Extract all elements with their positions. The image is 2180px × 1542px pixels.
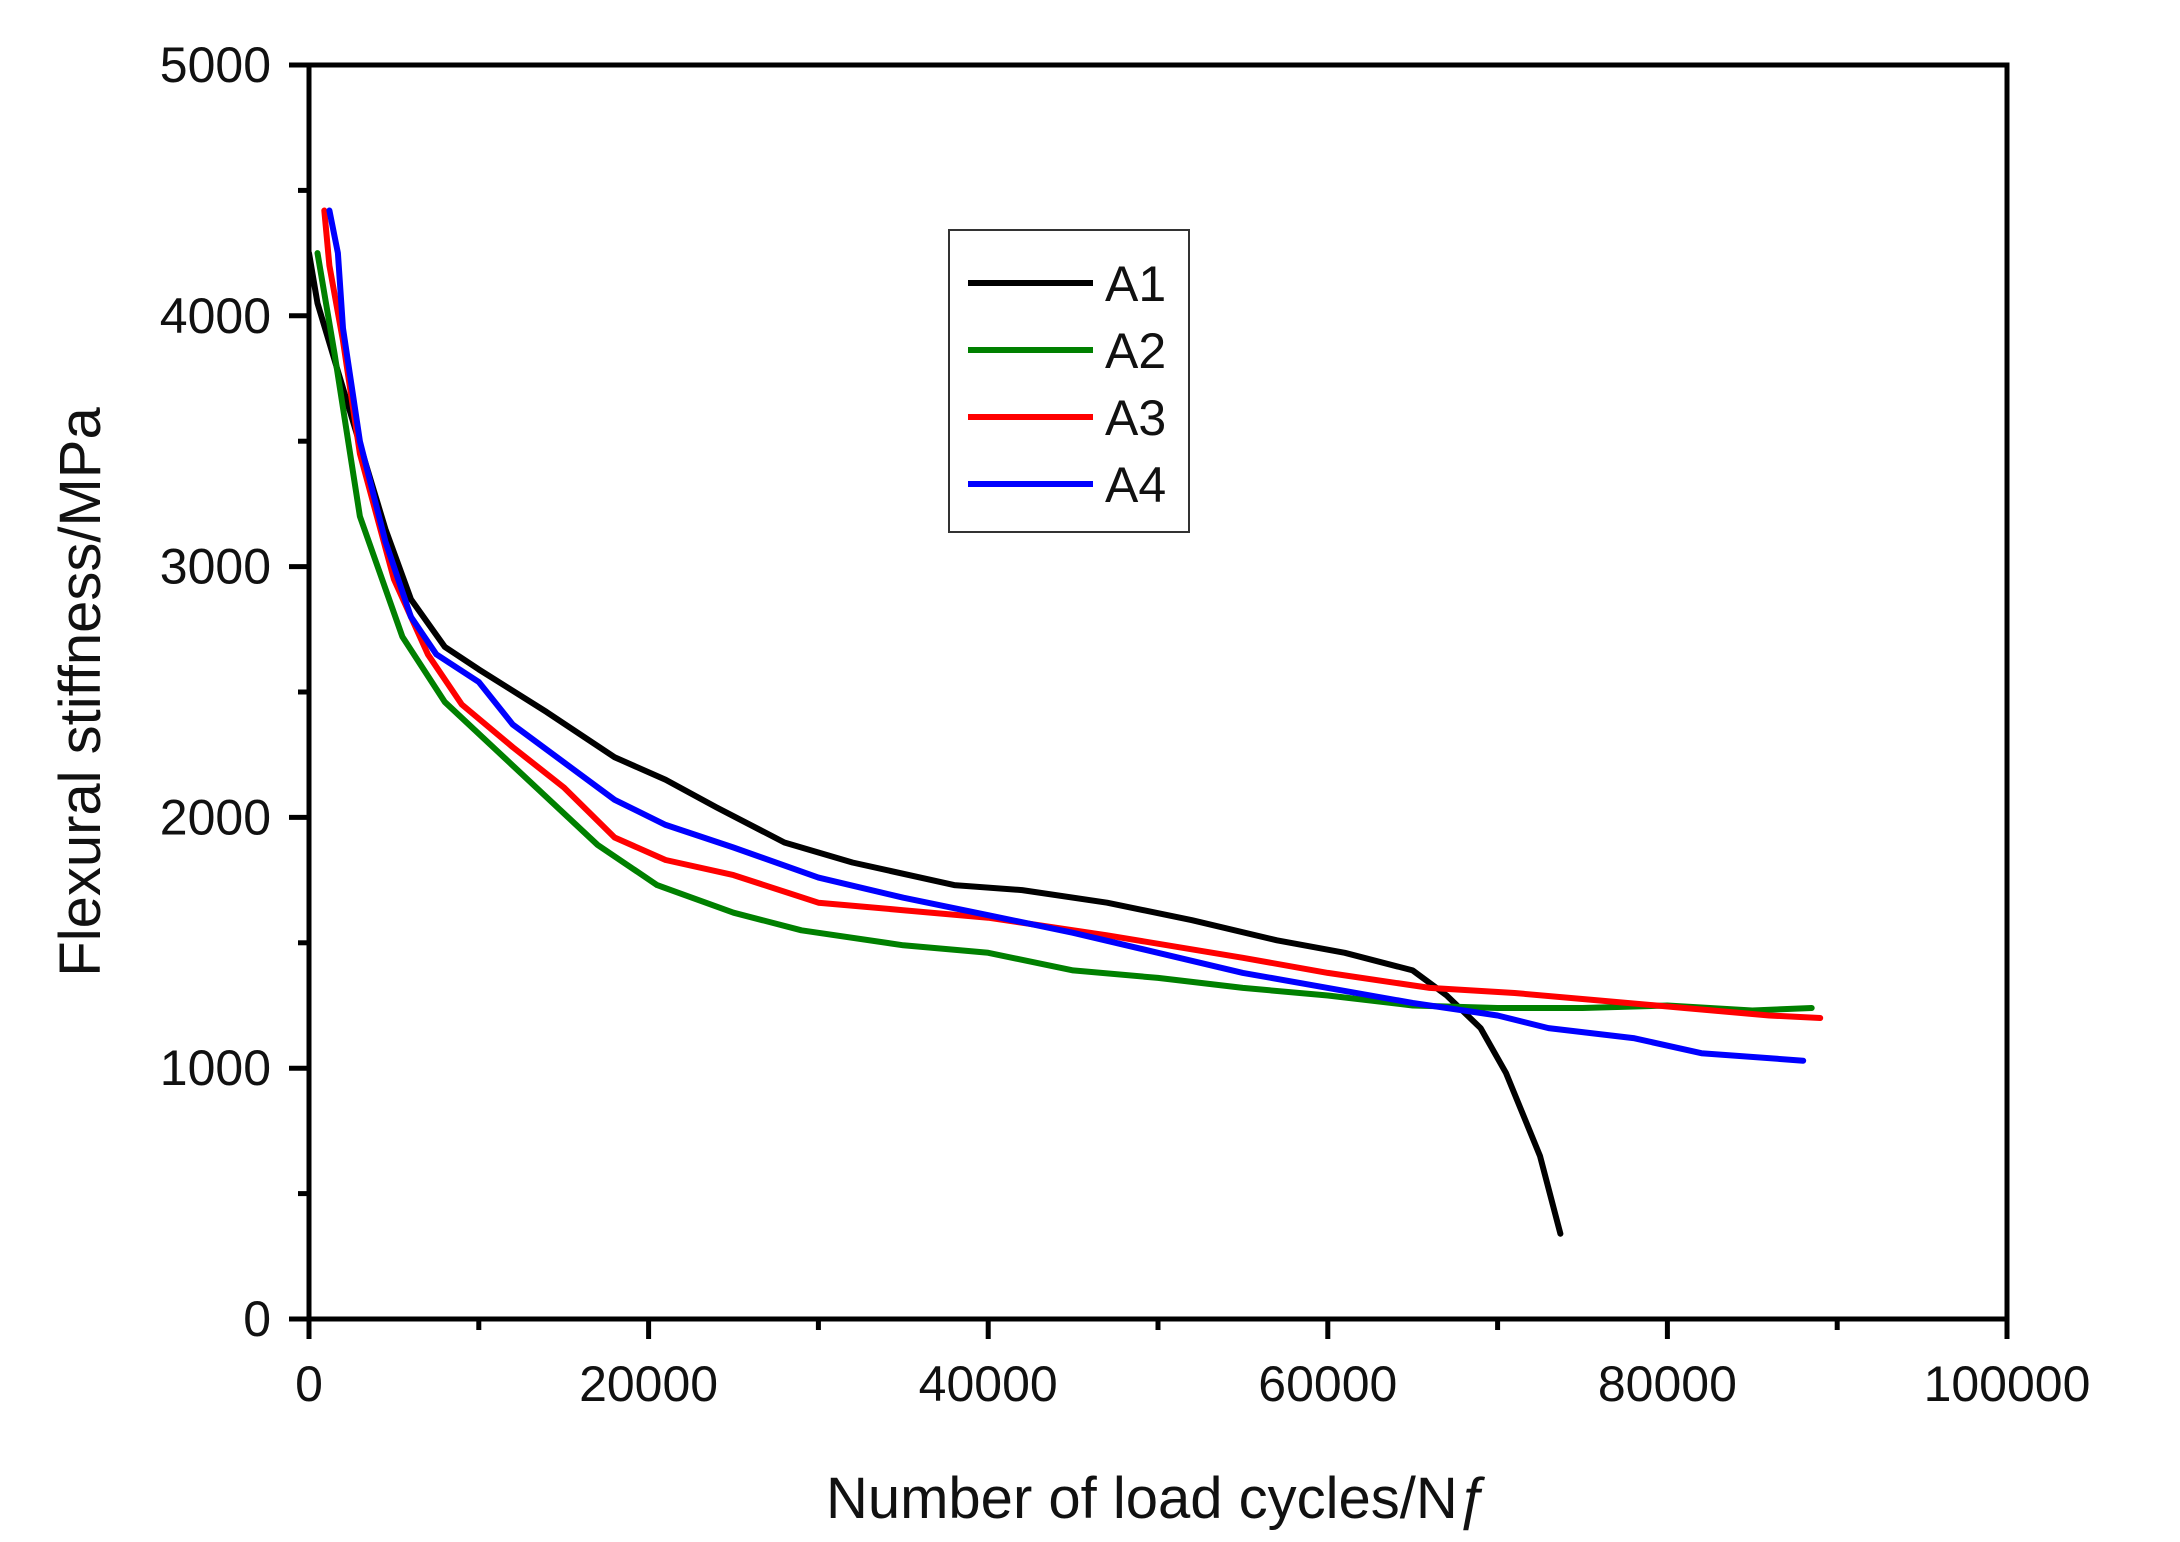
x-axis-title: Number of load cycles/Nƒ [826, 1466, 1490, 1531]
y-tick-label: 1000 [160, 1040, 271, 1096]
ticks-layer [289, 62, 2010, 1339]
legend-label-a2: A2 [1105, 323, 1166, 379]
series-line-a4 [326, 207, 1807, 1064]
legend-label-a4: A4 [1105, 457, 1166, 513]
series-line-a1 [309, 250, 1564, 1237]
y-tick-label: 3000 [160, 539, 271, 595]
y-axis-title: Flexural stiffness/MPa [48, 407, 113, 977]
x-tick-label: 40000 [919, 1356, 1058, 1412]
legend: A1 A2 A3 A4 [948, 229, 1190, 533]
y-tick-label: 2000 [160, 789, 271, 845]
x-tick-label: 100000 [1924, 1356, 2091, 1412]
series-layer [309, 207, 1824, 1237]
legend-label-a3: A3 [1105, 390, 1166, 446]
y-tick-label: 4000 [160, 288, 271, 344]
legend-label-a1: A1 [1105, 256, 1166, 312]
x-tick-label: 0 [295, 1356, 323, 1412]
x-tick-label: 80000 [1598, 1356, 1737, 1412]
y-tick-label: 0 [243, 1291, 271, 1347]
x-tick-label: 20000 [579, 1356, 718, 1412]
series-line-a2 [314, 250, 1815, 1014]
y-tick-label: 5000 [160, 37, 271, 93]
tick-labels: 0 20000 40000 60000 80000 100000 0 1000 2000 3000… [160, 37, 2091, 1412]
x-tick-label: 60000 [1258, 1356, 1397, 1412]
